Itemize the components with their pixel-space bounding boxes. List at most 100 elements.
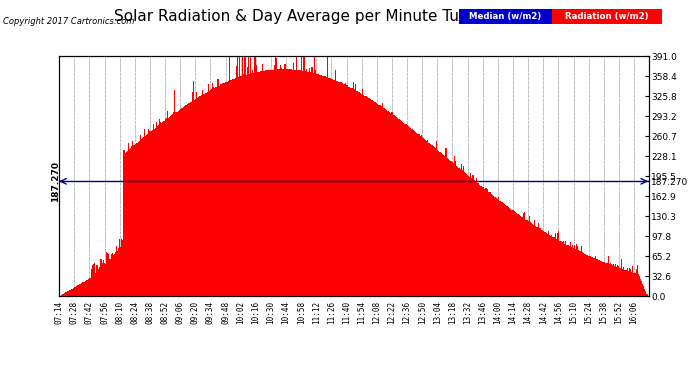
Bar <box>631 272 633 296</box>
Bar <box>400 120 401 296</box>
Bar <box>253 73 254 296</box>
Bar <box>349 87 351 296</box>
Bar <box>341 82 342 296</box>
Bar <box>118 249 119 296</box>
Bar <box>217 79 219 296</box>
Bar <box>76 286 77 296</box>
Bar <box>458 168 460 296</box>
Bar <box>437 150 438 296</box>
Bar <box>139 135 141 296</box>
Bar <box>439 152 440 296</box>
Bar <box>455 160 456 296</box>
Bar <box>280 65 282 296</box>
Bar <box>547 234 548 296</box>
Bar <box>85 281 86 296</box>
Bar <box>259 71 261 296</box>
Bar <box>215 87 217 296</box>
Bar <box>615 264 616 296</box>
Bar <box>428 142 429 296</box>
Bar <box>587 255 588 296</box>
Bar <box>288 69 289 296</box>
Bar <box>385 109 386 296</box>
Bar <box>184 106 185 296</box>
Bar <box>513 211 515 296</box>
Bar <box>525 220 526 296</box>
Bar <box>570 242 571 296</box>
Bar <box>479 184 480 296</box>
Bar <box>270 70 271 296</box>
Bar <box>70 289 72 296</box>
Bar <box>282 69 284 296</box>
Bar <box>399 119 400 296</box>
Bar <box>440 153 441 296</box>
Bar <box>221 82 223 296</box>
Bar <box>413 130 414 296</box>
Bar <box>396 117 397 296</box>
Bar <box>177 111 179 296</box>
Bar <box>137 142 139 296</box>
Bar <box>103 260 104 296</box>
Bar <box>473 180 475 296</box>
Bar <box>614 266 615 296</box>
Bar <box>524 212 525 296</box>
Bar <box>225 82 226 296</box>
Bar <box>249 74 250 296</box>
Bar <box>503 203 504 296</box>
Bar <box>228 81 229 296</box>
Bar <box>370 99 371 296</box>
Bar <box>533 225 534 296</box>
Bar <box>198 97 199 296</box>
Bar <box>211 90 212 296</box>
Bar <box>156 122 157 296</box>
Bar <box>601 261 602 296</box>
Bar <box>339 82 341 296</box>
Bar <box>418 134 420 296</box>
Bar <box>522 217 523 296</box>
Bar <box>278 69 279 296</box>
Bar <box>616 267 618 296</box>
Bar <box>401 121 402 296</box>
Bar <box>613 264 614 296</box>
Bar <box>532 224 533 296</box>
Bar <box>164 118 166 296</box>
Bar <box>424 139 425 296</box>
Bar <box>584 254 585 296</box>
Bar <box>83 282 85 296</box>
Bar <box>607 256 609 296</box>
Bar <box>268 70 269 296</box>
Bar <box>91 269 92 296</box>
Bar <box>276 58 277 296</box>
Bar <box>604 262 605 296</box>
Bar <box>238 77 239 296</box>
Bar <box>598 260 599 296</box>
Bar <box>115 252 116 296</box>
Bar <box>585 254 586 296</box>
Bar <box>557 232 558 296</box>
Bar <box>286 69 288 296</box>
Bar <box>219 84 221 296</box>
Bar <box>468 176 469 296</box>
Bar <box>255 56 257 296</box>
Bar <box>90 278 91 296</box>
Bar <box>301 56 302 296</box>
Bar <box>464 172 465 296</box>
Bar <box>104 263 105 296</box>
Bar <box>210 90 211 296</box>
Bar <box>206 93 207 296</box>
Bar <box>131 146 132 296</box>
Bar <box>429 144 431 296</box>
Bar <box>305 71 306 296</box>
Bar <box>561 241 562 296</box>
Bar <box>175 112 177 296</box>
Text: Copyright 2017 Cartronics.com: Copyright 2017 Cartronics.com <box>3 17 135 26</box>
Bar <box>346 86 347 296</box>
Bar <box>146 135 147 296</box>
Bar <box>395 116 396 296</box>
Bar <box>79 284 80 296</box>
Bar <box>483 187 484 296</box>
Bar <box>422 136 423 296</box>
Bar <box>266 70 267 296</box>
Bar <box>362 89 364 296</box>
Bar <box>635 269 637 296</box>
Bar <box>294 70 295 296</box>
